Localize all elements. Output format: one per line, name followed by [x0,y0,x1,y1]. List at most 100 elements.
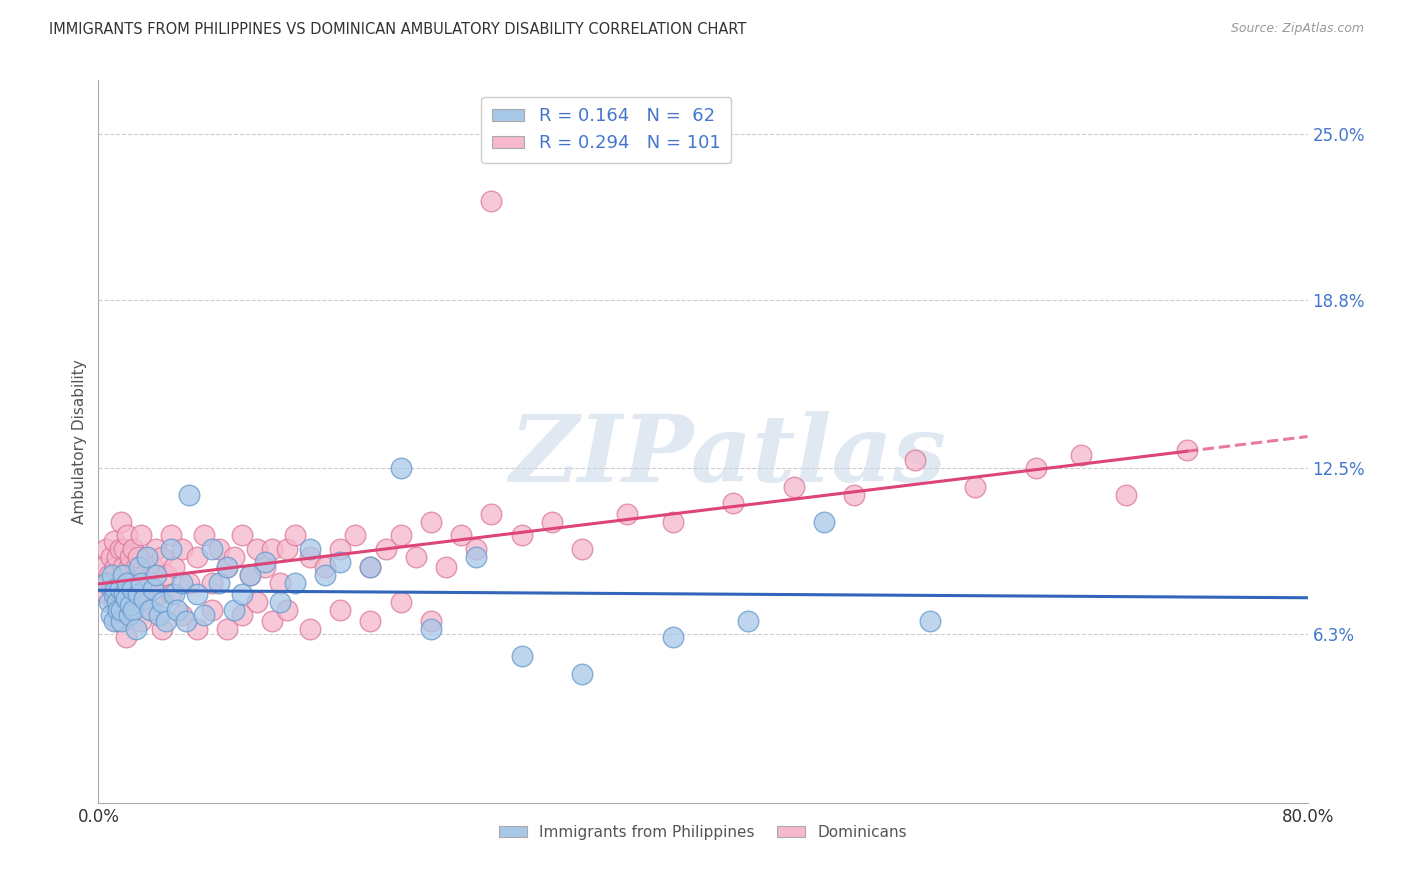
Text: Source: ZipAtlas.com: Source: ZipAtlas.com [1230,22,1364,36]
Point [93,560,115,574]
Point [360,614,382,628]
Point [170,608,193,623]
Point [661,515,683,529]
Text: ZIPatlas: ZIPatlas [509,411,946,501]
Point [111,568,134,582]
Point [110,603,132,617]
Point [965,480,987,494]
Point [129,614,152,628]
Point [215,622,238,636]
Point [231,608,253,623]
Point [314,568,336,582]
Point [389,595,412,609]
Point [465,541,488,556]
Point [115,576,138,591]
Point [128,587,150,601]
Point [783,480,806,494]
Point [163,587,186,601]
Point [616,507,638,521]
Point [224,549,246,564]
Point [145,541,167,556]
Point [128,560,150,574]
Point [179,488,201,502]
Point [129,528,152,542]
Point [105,595,128,609]
Point [314,560,336,574]
Point [96,587,118,601]
Point [135,549,157,564]
Point [108,541,131,556]
Point [450,528,472,542]
Point [141,603,163,617]
Point [98,568,121,582]
Point [148,608,170,623]
Point [276,603,298,617]
Point [105,614,128,628]
Point [145,568,167,582]
Point [103,595,125,609]
Point [100,608,122,623]
Point [150,595,173,609]
Point [193,608,215,623]
Point [94,541,117,556]
Point [110,614,132,628]
Point [118,608,141,623]
Point [160,587,183,601]
Point [723,496,745,510]
Point [139,603,162,617]
Point [465,549,488,564]
Point [107,576,129,591]
Point [299,541,322,556]
Point [148,587,170,601]
Point [125,560,148,574]
Point [269,576,291,591]
Point [104,582,127,596]
Legend: Immigrants from Philippines, Dominicans: Immigrants from Philippines, Dominicans [494,819,912,846]
Point [166,603,188,617]
Point [201,603,224,617]
Point [737,614,759,628]
Point [114,630,136,644]
Point [101,568,124,582]
Point [120,598,142,612]
Point [299,622,322,636]
Point [510,648,533,663]
Point [510,528,533,542]
Point [115,528,138,542]
Point [246,541,269,556]
Point [918,614,941,628]
Point [253,555,276,569]
Point [179,576,201,591]
Point [1070,448,1092,462]
Point [122,603,145,617]
Point [132,592,155,607]
Point [186,587,208,601]
Point [360,560,382,574]
Point [142,560,165,574]
Point [1175,442,1198,457]
Point [420,622,443,636]
Point [110,515,132,529]
Point [276,541,298,556]
Point [186,622,208,636]
Point [420,614,443,628]
Point [127,587,149,601]
Point [124,576,146,591]
Point [155,614,177,628]
Point [405,549,427,564]
Point [208,576,231,591]
Point [284,528,307,542]
Point [329,541,352,556]
Point [208,541,231,556]
Point [374,541,396,556]
Point [127,549,149,564]
Point [114,576,136,591]
Point [481,194,503,208]
Point [269,595,291,609]
Point [174,614,197,628]
Text: IMMIGRANTS FROM PHILIPPINES VS DOMINICAN AMBULATORY DISABILITY CORRELATION CHART: IMMIGRANTS FROM PHILIPPINES VS DOMINICAN… [49,22,747,37]
Y-axis label: Ambulatory Disability: Ambulatory Disability [72,359,87,524]
Point [101,582,124,596]
Point [201,576,224,591]
Point [108,582,131,596]
